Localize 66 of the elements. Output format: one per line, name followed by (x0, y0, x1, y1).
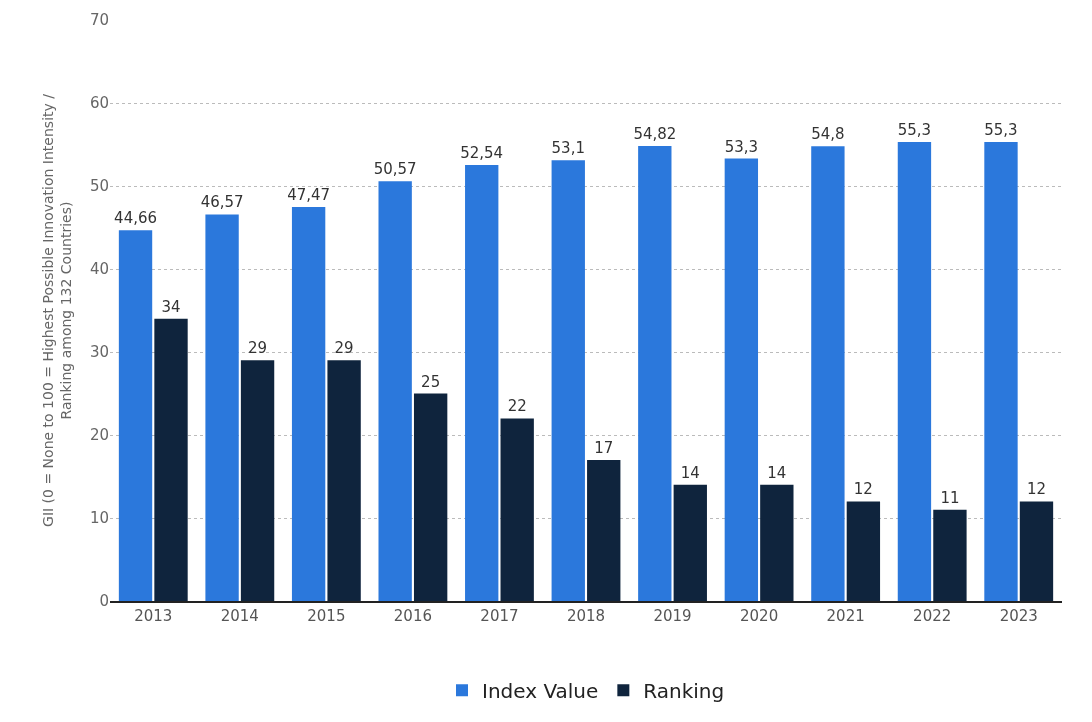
data-label: 44,66 (114, 209, 157, 228)
bar (154, 318, 188, 601)
data-label: 55,3 (897, 121, 932, 140)
bar (933, 509, 967, 601)
data-label: 14 (767, 463, 787, 482)
x-tick-label: 2014 (220, 607, 259, 625)
y-tick-label: 60 (89, 94, 109, 113)
x-tick-label: 2022 (913, 607, 952, 625)
data-label: 47,47 (287, 186, 331, 205)
y-axis-title: GII (0 = None to 100 = Highest Possible Innovation Intensity / Ranking among 132 Countries) (40, 93, 75, 527)
x-tick-label: 2021 (826, 607, 865, 625)
bar (118, 230, 153, 601)
data-label: 25 (421, 372, 441, 391)
data-label: 50,57 (373, 160, 417, 179)
x-tick-label: 2013 (134, 607, 173, 625)
bar (378, 181, 412, 601)
y-tick-label: 30 (89, 343, 109, 362)
x-tick-label: 2017 (480, 607, 519, 625)
bar (327, 360, 361, 601)
data-label: 12 (853, 480, 873, 499)
bar (413, 393, 448, 601)
y-tick-label: 0 (99, 592, 109, 611)
bar (500, 418, 534, 601)
data-label: 34 (161, 297, 181, 316)
data-label: 29 (248, 339, 268, 358)
x-tick-label: 2023 (999, 607, 1038, 625)
data-label: 52,54 (460, 143, 504, 162)
bar (897, 142, 932, 601)
bar (673, 484, 707, 601)
y-tick-label: 10 (89, 509, 109, 528)
bar (465, 164, 499, 601)
data-label: 22 (507, 397, 527, 416)
data-label: 53,3 (724, 137, 759, 156)
data-label: 12 (1026, 480, 1046, 499)
bar (587, 459, 621, 601)
bar (846, 501, 881, 601)
x-tick-label: 2015 (307, 607, 346, 625)
x-tick-label: 2020 (740, 607, 779, 625)
data-label: 55,3 (984, 121, 1018, 140)
bar (760, 484, 794, 601)
y-tick-label: 70 (89, 11, 109, 30)
x-tick-label: 2019 (653, 607, 692, 625)
legend-label: Index Value (482, 679, 599, 704)
bar (724, 158, 759, 601)
x-tick-label: 2016 (393, 607, 432, 625)
data-label: 29 (334, 339, 354, 358)
bar (205, 214, 239, 601)
legend-label: Ranking (643, 679, 725, 704)
x-tick-label: 2018 (566, 607, 606, 625)
data-label: 46,57 (200, 193, 244, 212)
bar (291, 207, 326, 601)
data-label: 14 (680, 463, 700, 482)
bar (811, 146, 845, 601)
y-tick-label: 50 (89, 177, 109, 196)
data-label: 53,1 (551, 139, 585, 158)
bar (984, 142, 1018, 601)
y-tick-label: 20 (89, 426, 109, 445)
data-label: 54,82 (633, 125, 677, 143)
bar (240, 360, 275, 601)
data-label: 11 (940, 488, 960, 507)
y-tick-label: 40 (89, 260, 109, 279)
bar (551, 160, 585, 601)
bar (1019, 501, 1054, 601)
data-label: 54,8 (811, 125, 845, 144)
data-label: 17 (594, 438, 614, 457)
bar (638, 145, 672, 601)
